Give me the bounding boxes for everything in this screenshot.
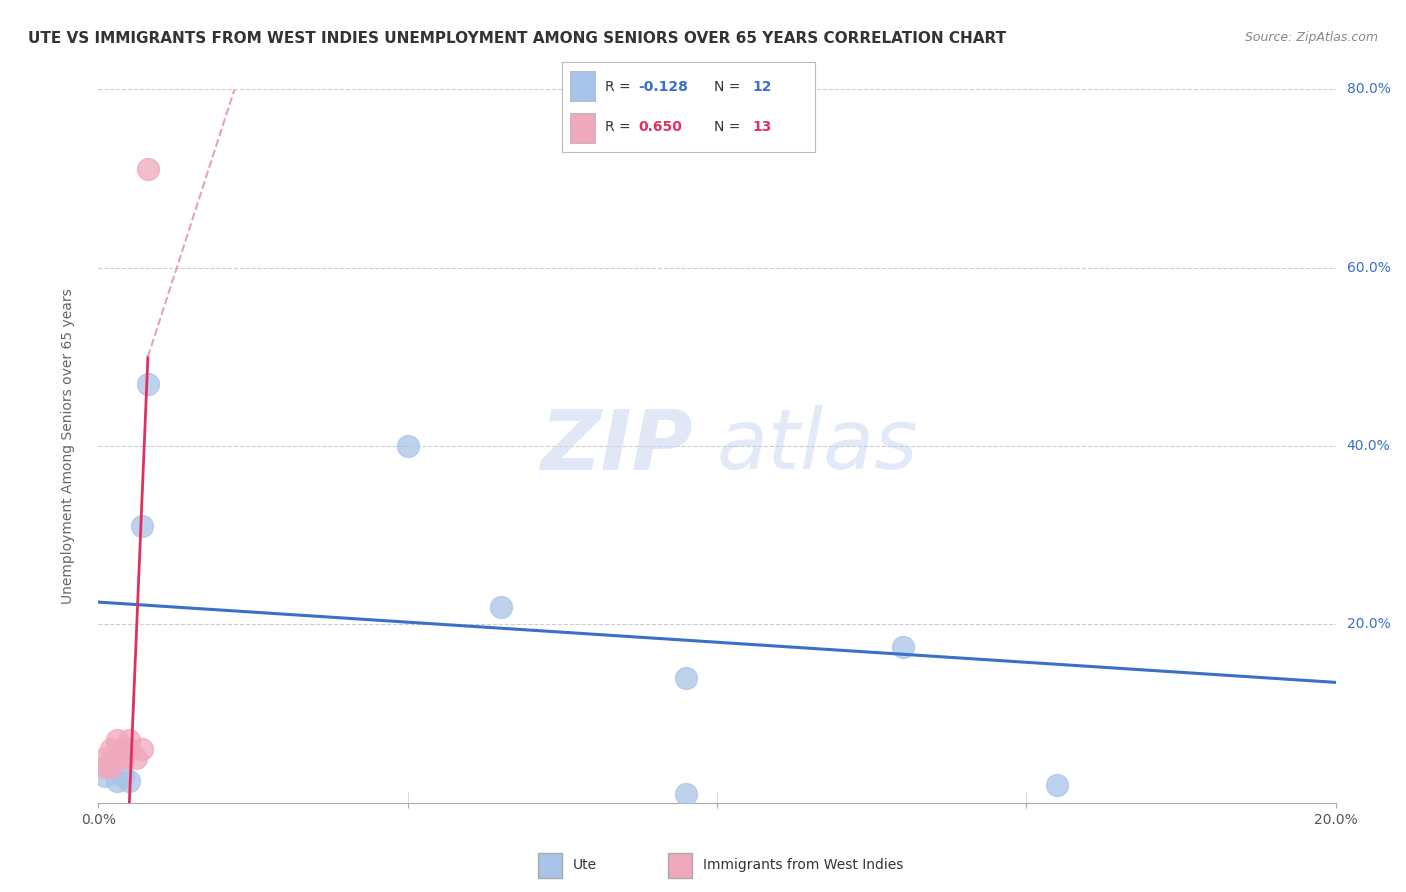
FancyBboxPatch shape (668, 853, 692, 878)
Point (118, 773, 141, 788)
Point (112, 751, 135, 765)
Point (93, 751, 115, 765)
Text: Immigrants from West Indies: Immigrants from West Indies (703, 858, 904, 872)
Text: 0.650: 0.650 (638, 120, 682, 134)
Point (891, 640, 914, 654)
Point (105, 773, 128, 788)
Point (93, 769, 115, 783)
Text: N =: N = (714, 120, 745, 134)
Point (1046, 778, 1069, 792)
Text: R =: R = (606, 120, 636, 134)
Text: N =: N = (714, 79, 745, 94)
Text: -0.128: -0.128 (638, 79, 688, 94)
Point (124, 751, 146, 765)
Point (131, 519, 153, 533)
Text: 60.0%: 60.0% (1347, 260, 1391, 275)
Point (136, 376, 159, 391)
Point (131, 742, 153, 756)
Point (100, 742, 122, 756)
Text: 20.0%: 20.0% (1347, 617, 1391, 632)
Point (93, 760, 115, 774)
FancyBboxPatch shape (569, 113, 595, 143)
Point (105, 751, 128, 765)
Text: 13: 13 (752, 120, 772, 134)
Text: 40.0%: 40.0% (1347, 439, 1391, 453)
Text: 80.0%: 80.0% (1347, 82, 1391, 96)
Point (118, 742, 141, 756)
Text: Source: ZipAtlas.com: Source: ZipAtlas.com (1244, 31, 1378, 45)
Text: Ute: Ute (574, 858, 598, 872)
Text: UTE VS IMMIGRANTS FROM WEST INDIES UNEMPLOYMENT AMONG SENIORS OVER 65 YEARS CORR: UTE VS IMMIGRANTS FROM WEST INDIES UNEMP… (28, 31, 1007, 46)
Text: R =: R = (606, 79, 636, 94)
Point (118, 733, 141, 747)
Text: ZIP: ZIP (540, 406, 692, 486)
Point (136, 162, 159, 177)
Point (675, 787, 697, 801)
Point (100, 760, 122, 774)
Point (112, 769, 135, 783)
Y-axis label: Unemployment Among Seniors over 65 years: Unemployment Among Seniors over 65 years (60, 288, 75, 604)
FancyBboxPatch shape (569, 71, 595, 101)
Text: 12: 12 (752, 79, 772, 94)
Point (105, 733, 128, 747)
Text: atlas: atlas (717, 406, 918, 486)
Point (396, 439, 419, 453)
Point (675, 671, 697, 685)
Point (489, 599, 512, 614)
FancyBboxPatch shape (537, 853, 562, 878)
Point (112, 742, 135, 756)
